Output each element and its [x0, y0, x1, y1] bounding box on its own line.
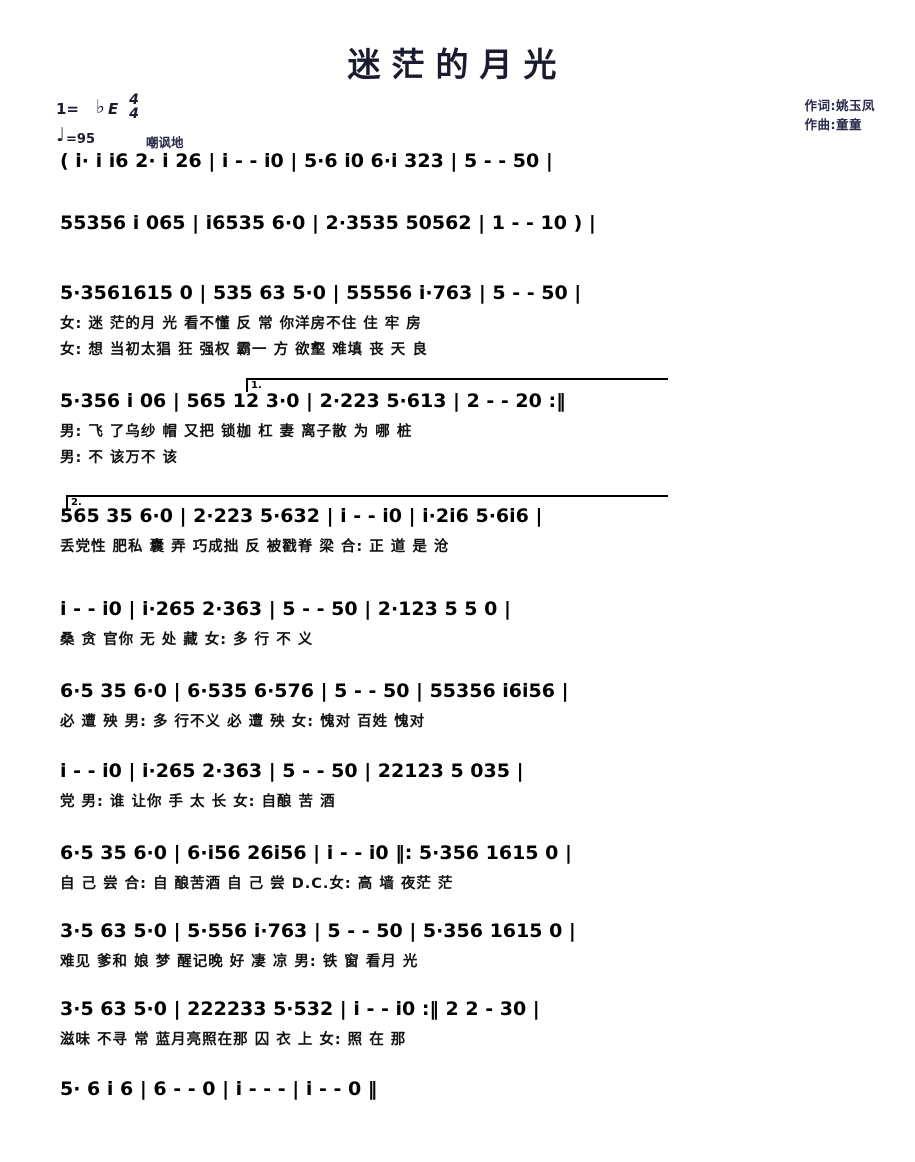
quarter-note-icon: ♩ [56, 124, 65, 146]
lyricist-label: 作词:姚玉凤 [804, 98, 875, 113]
key-tempo-block: 1= ♭ E 4 4 ♩ =95 嘲讽地 [56, 93, 256, 158]
composer-label: 作曲:童童 [804, 117, 862, 132]
meter-numerator: 4 [129, 92, 139, 108]
notation-row: 3·5 63 5·0 | 222233 5·532 | i - - i0 :‖ … [60, 998, 540, 1020]
page-title: 迷茫的月光 [347, 45, 568, 84]
notation-row: 6·5 35 6·0 | 6·535 6·576 | 5 - - 50 | 55… [60, 680, 569, 702]
notation-row: 6·5 35 6·0 | 6·i56 26i56 | i - - i0 ‖: 5… [60, 842, 572, 864]
meter-denominator: 4 [129, 106, 139, 122]
lyric-row-2: 男: 不 该万不 该 [60, 450, 178, 466]
key-note: E [108, 100, 119, 118]
lyric-row-1: 丢党性 肥私 囊 弄 巧成拙 反 被戳脊 梁 合: 正 道 是 沧 [60, 539, 450, 555]
volta-bracket-1: 1. [246, 378, 668, 392]
lyric-row-1: 桑 贪 官你 无 处 藏 女: 多 行 不 义 [60, 632, 314, 648]
volta-bracket-2: 2. [66, 495, 668, 509]
time-signature: 4 4 [126, 93, 142, 121]
lyric-row-2: 女: 想 当初太猖 狂 强权 霸一 方 欲壑 难填 丧 天 良 [60, 342, 428, 358]
credits-block: 作词:姚玉凤 作曲:童童 [805, 96, 876, 134]
key-prefix: 1= [56, 100, 80, 118]
notation-row: 55356 i 065 | i6535 6·0 | 2·3535 50562 |… [60, 212, 596, 234]
lyric-row-1: 男: 飞 了乌纱 帽 又把 锁枷 杠 妻 离子散 为 哪 桩 [60, 424, 413, 440]
lyric-row-1: 女: 迷 茫的月 光 看不懂 反 常 你洋房不住 住 牢 房 [60, 316, 422, 332]
notation-row: i - - i0 | i·265 2·363 | 5 - - 50 | 2212… [60, 760, 524, 782]
notation-row: 565 35 6·0 | 2·223 5·632 | i - - i0 | i·… [60, 505, 543, 527]
lyric-row-1: 党 男: 谁 让你 手 太 长 女: 自酿 苦 酒 [60, 794, 336, 810]
lyric-row-1: 自 己 尝 合: 自 酿苦酒 自 己 尝 D.C.女: 高 墙 夜茫 茫 [60, 876, 454, 892]
flat-icon: ♭ [96, 96, 105, 118]
volta-bracket-1-label: 1. [251, 380, 262, 391]
notation-row: 5·3561615 0 | 535 63 5·0 | 55556 i·763 |… [60, 282, 582, 304]
notation-row: 5·356 i 06 | 565 12 3·0 | 2·223 5·613 | … [60, 390, 566, 412]
tempo-value: =95 [66, 132, 95, 147]
expression-mark: 嘲讽地 [146, 135, 184, 150]
notation-row: i - - i0 | i·265 2·363 | 5 - - 50 | 2·12… [60, 598, 511, 620]
notation-row: 3·5 63 5·0 | 5·556 i·763 | 5 - - 50 | 5·… [60, 920, 576, 942]
notation-row: ( i· i i6 2· i 26 | i - - i0 | 5·6 i0 6·… [60, 150, 553, 172]
lyric-row-1: 必 遭 殃 男: 多 行不义 必 遭 殃 女: 愧对 百姓 愧对 [60, 714, 426, 730]
lyric-row-1: 滋味 不寻 常 蓝月亮照在那 囚 衣 上 女: 照 在 那 [60, 1032, 407, 1048]
volta-bracket-2-label: 2. [71, 497, 82, 508]
notation-row: 5· 6 i 6 | 6 - - 0 | i - - - | i - - 0 ‖ [60, 1078, 378, 1100]
lyric-row-1: 难见 爹和 娘 梦 醒记晚 好 凄 凉 男: 铁 窗 看月 光 [60, 954, 419, 970]
